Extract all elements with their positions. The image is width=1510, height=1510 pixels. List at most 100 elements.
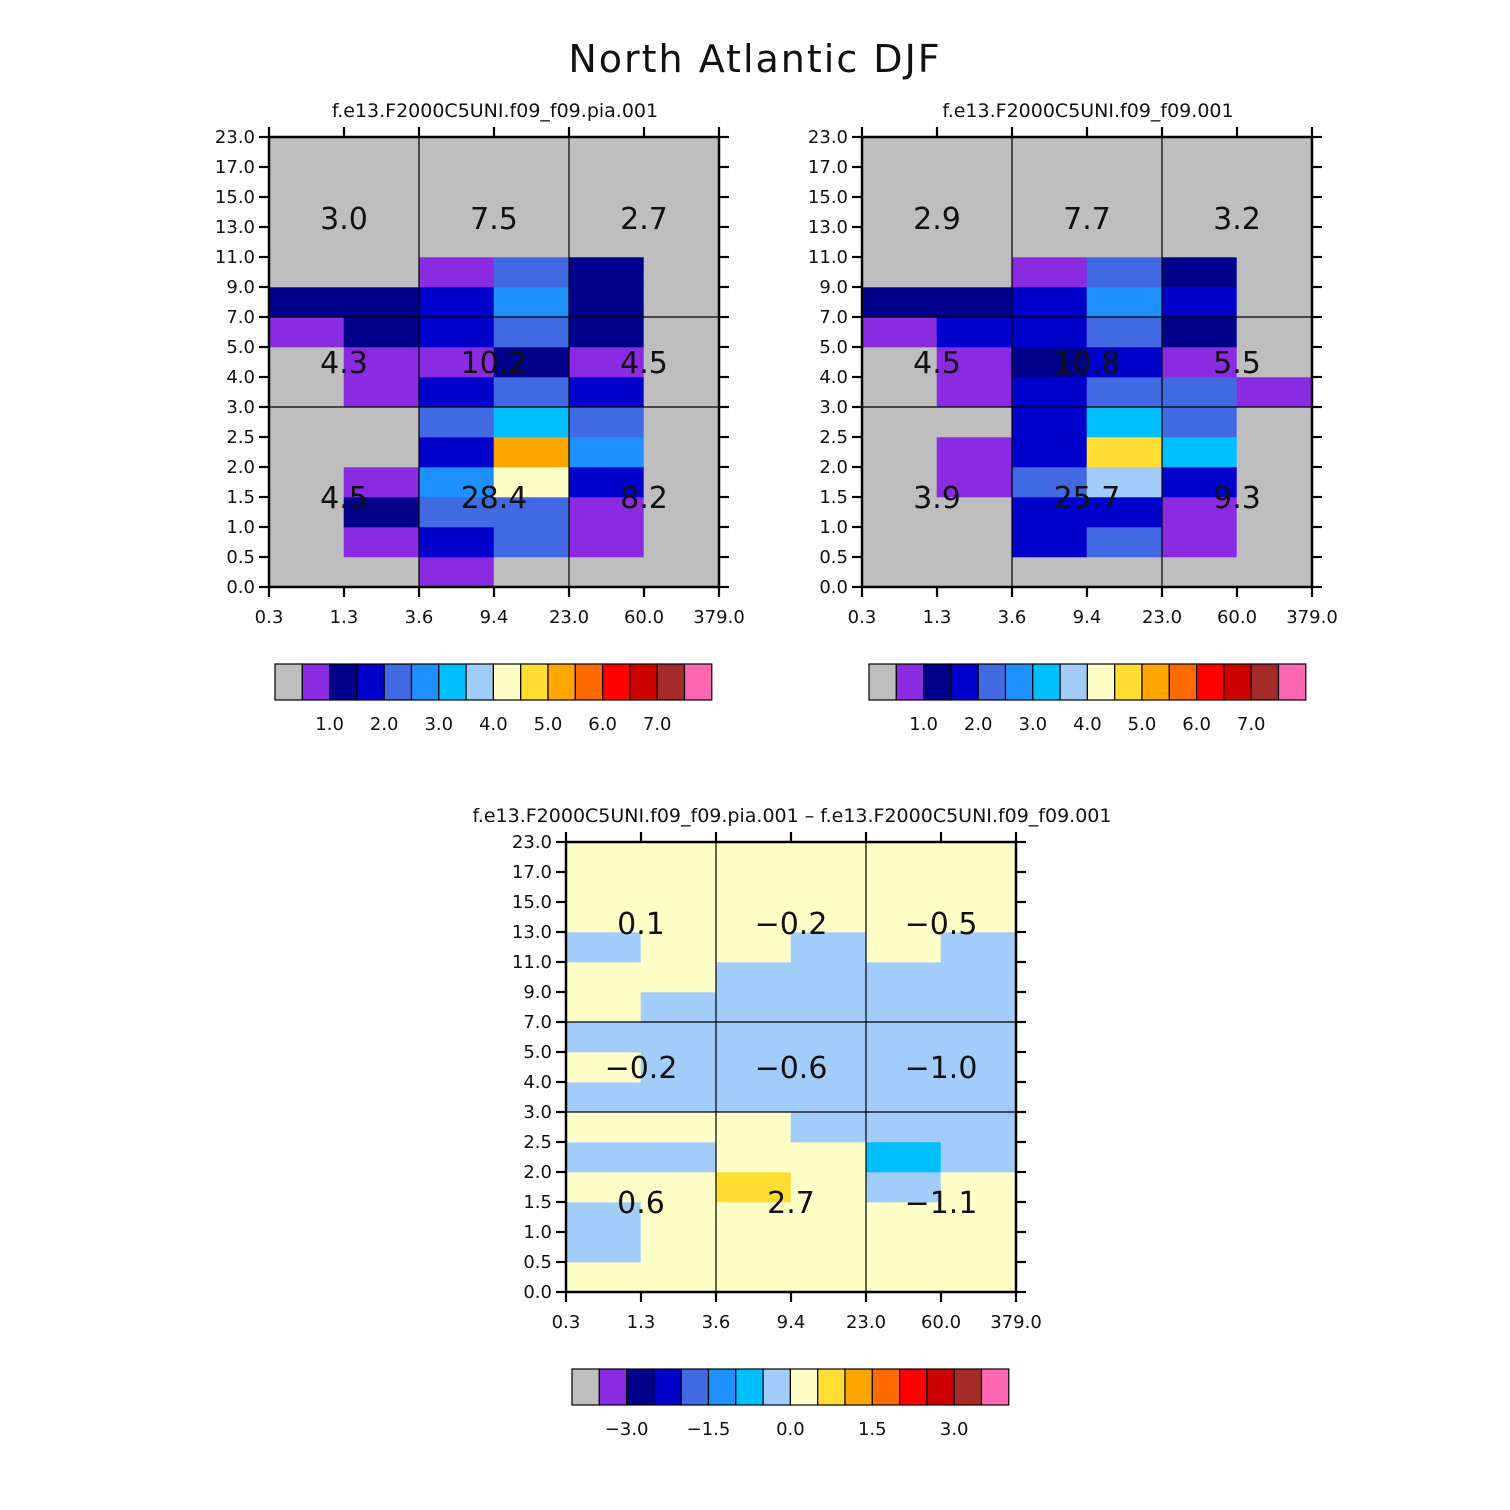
colorbar-label: 4.0	[1073, 714, 1102, 735]
heatmap-cell	[865, 1111, 942, 1143]
heatmap-cell	[1236, 556, 1313, 588]
y-tick-label: 17.0	[512, 862, 552, 883]
heatmap-cell	[861, 286, 938, 318]
heatmap-cell	[268, 226, 345, 258]
colorbar-swatch	[762, 1368, 791, 1406]
heatmap-cell	[865, 1261, 942, 1293]
heatmap-cell	[493, 166, 570, 198]
x-tick-label: 0.3	[552, 1312, 581, 1333]
heatmap-cell	[640, 1141, 717, 1173]
heatmap-cell	[715, 1081, 792, 1113]
heatmap-cell	[568, 256, 645, 288]
box-value-label: 5.5	[1213, 346, 1261, 381]
heatmap-cell	[865, 1081, 942, 1113]
heatmap-cell	[861, 526, 938, 558]
heatmap-cell	[1236, 316, 1313, 348]
heatmap-cell	[565, 991, 642, 1023]
x-tick-label: 9.4	[480, 607, 509, 628]
heatmap-cell	[936, 376, 1013, 408]
heatmap-cell	[936, 256, 1013, 288]
heatmap-cell	[790, 841, 867, 873]
x-tick-label: 3.6	[998, 607, 1027, 628]
colorbar-swatch	[868, 663, 897, 701]
heatmap-cell	[565, 1231, 642, 1263]
y-tick-label: 2.5	[819, 427, 848, 448]
heatmap-cell	[418, 136, 495, 168]
heatmap-cell	[643, 286, 720, 318]
colorbar-swatch	[871, 1368, 901, 1406]
heatmap-cell	[1011, 526, 1088, 558]
y-tick-label: 1.0	[523, 1222, 552, 1243]
colorbar-swatch	[629, 663, 658, 701]
heatmap-cell	[940, 901, 1017, 933]
heatmap-cell	[643, 166, 720, 198]
heatmap-cell	[568, 316, 645, 348]
heatmap-cell	[493, 376, 570, 408]
y-tick-label: 2.5	[523, 1132, 552, 1153]
heatmap-cell	[936, 166, 1013, 198]
x-tick-label: 379.0	[693, 607, 745, 628]
box-value-label: 7.7	[1063, 202, 1111, 237]
heatmap-cell	[493, 346, 570, 378]
heatmap-cell	[790, 1021, 867, 1053]
heatmap-cell	[568, 196, 645, 228]
panel-difference: f.e13.F2000C5UNI.f09_f09.pia.001 – f.e13…	[473, 805, 1112, 1440]
heatmap-cell	[640, 1231, 717, 1263]
heatmap-cell	[493, 496, 570, 528]
colorbar-swatch	[574, 663, 604, 701]
heatmap-cell	[1086, 256, 1163, 288]
colorbar-label: −3.0	[605, 1419, 649, 1440]
heatmap-cell	[268, 466, 345, 498]
heatmap-cell	[343, 526, 420, 558]
heatmap-cell	[790, 1141, 867, 1173]
heatmap-cell	[715, 1201, 792, 1233]
colorbar-swatch	[601, 663, 631, 701]
heatmap-cell	[643, 256, 720, 288]
heatmap-cell	[418, 166, 495, 198]
heatmap-cell	[268, 526, 345, 558]
colorbar-swatch	[1277, 663, 1307, 701]
box-value-label: 0.6	[617, 1186, 665, 1221]
heatmap-cell	[568, 436, 645, 468]
heatmap-cell	[343, 496, 420, 528]
y-tick-label: 15.0	[512, 892, 552, 913]
colorbar-label: 2.0	[964, 714, 993, 735]
heatmap-cell	[418, 286, 495, 318]
heatmap-cell	[343, 286, 420, 318]
y-tick-label: 2.5	[226, 427, 255, 448]
heatmap-cell	[1236, 286, 1313, 318]
heatmap-cell	[643, 436, 720, 468]
colorbar-swatch	[953, 1368, 983, 1406]
y-tick-label: 9.0	[523, 982, 552, 1003]
box-value-label: 4.5	[320, 481, 368, 516]
heatmap-cell	[715, 1051, 792, 1083]
colorbar-label: 1.0	[315, 714, 344, 735]
colorbar-swatch	[1114, 663, 1143, 701]
heatmap-cell	[565, 1051, 642, 1083]
heatmap-cell	[565, 961, 642, 993]
heatmap-cell	[640, 991, 717, 1023]
heatmap-cell	[268, 316, 345, 348]
heatmap-cell	[343, 556, 420, 588]
x-tick-label: 23.0	[549, 607, 589, 628]
heatmap-cell	[640, 1201, 717, 1233]
heatmap-cell	[1161, 286, 1238, 318]
heatmap-cell	[643, 496, 720, 528]
heatmap-cell	[343, 226, 420, 258]
y-tick-label: 7.0	[226, 307, 255, 328]
heatmap-cell	[1011, 256, 1088, 288]
heatmap-cell	[640, 1021, 717, 1053]
heatmap-cell	[643, 346, 720, 378]
colorbar-swatch	[329, 663, 358, 701]
heatmap-cell	[493, 556, 570, 588]
y-tick-label: 1.5	[819, 487, 848, 508]
heatmap-cell	[790, 1231, 867, 1263]
y-tick-label: 3.0	[523, 1102, 552, 1123]
panel-title: f.e13.F2000C5UNI.f09_f09.pia.001	[332, 100, 658, 122]
heatmap-cell	[936, 406, 1013, 438]
heatmap-cell	[640, 961, 717, 993]
heatmap-cell	[1086, 466, 1163, 498]
heatmap-cell	[865, 991, 942, 1023]
colorbar-swatch	[356, 663, 385, 701]
